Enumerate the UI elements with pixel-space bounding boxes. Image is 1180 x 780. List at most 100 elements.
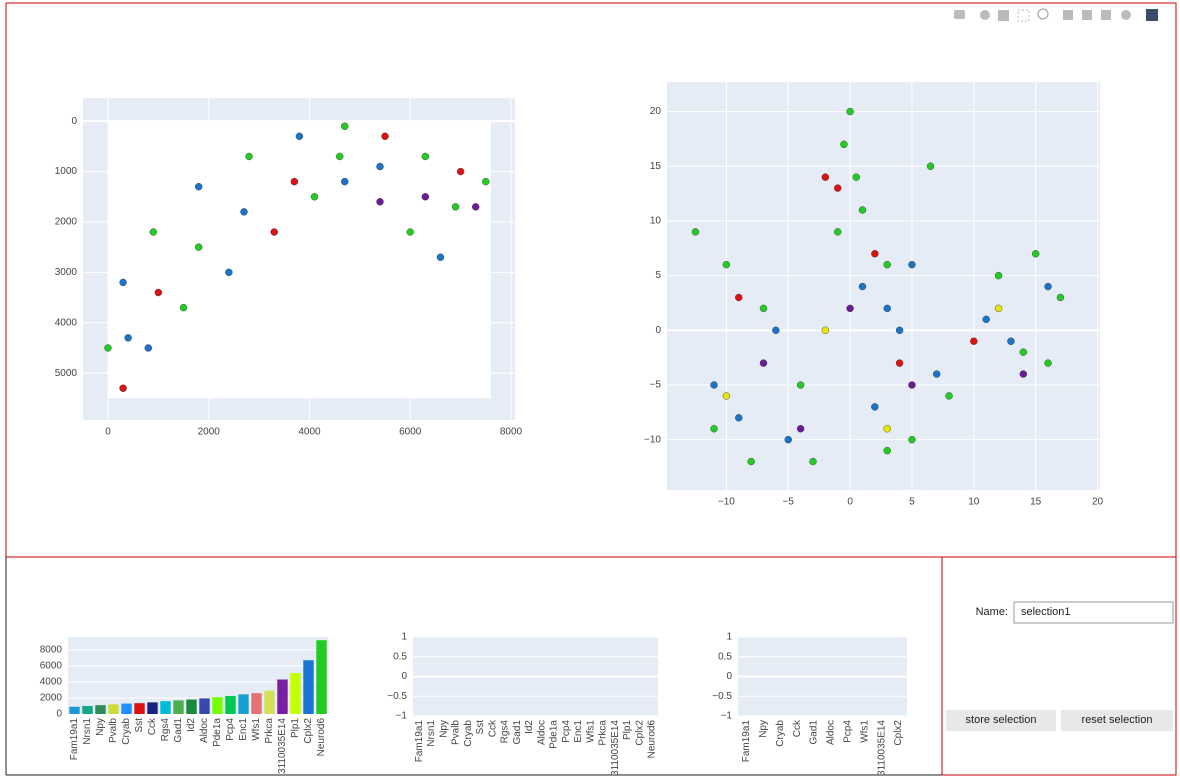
x-tick-label: Sst [134,718,145,733]
point [451,203,460,211]
x-tick-label: 2000 [198,427,221,438]
x-tick-label: Npy [438,720,449,738]
point [295,132,304,140]
point [759,304,768,313]
point [908,435,916,444]
point [834,184,842,192]
tool-icon[interactable] [1121,10,1131,20]
bar [316,640,327,714]
y-tick-label: 10 [650,216,662,227]
point [124,334,132,342]
x-tick-label: −10 [718,497,735,508]
bar [173,700,184,714]
point [710,425,718,433]
button[interactable] [946,710,1056,731]
x-tick-label: Aldoc [826,720,837,745]
y-tick-label: 6000 [40,661,63,672]
point [982,315,990,324]
point [834,228,842,236]
x-tick-label: Pde1a [212,718,223,747]
bar [290,673,301,714]
point [722,260,731,269]
point [376,162,384,171]
tool-icon[interactable] [980,10,990,20]
x-tick-label: Nrsn1 [82,718,93,745]
point [858,282,867,291]
tool-icon[interactable] [1037,8,1049,20]
point [895,326,904,335]
point [194,182,203,191]
bar [199,698,210,714]
x-tick-label: 20 [1092,497,1104,508]
point [796,425,805,433]
y-tick-label: 0 [56,709,62,720]
point [945,392,953,400]
point [376,198,384,206]
y-tick-label: 5 [655,270,661,281]
point [932,370,941,378]
bar [69,706,80,714]
y-tick-label: 4000 [55,317,78,328]
x-tick-label: Fam19a1 [69,718,80,761]
x-tick-label: 8000 [500,427,523,438]
x-tick-label: 10 [968,497,980,508]
point [883,260,891,269]
tool-icon[interactable] [1146,9,1158,21]
x-tick-label: Wfs1 [859,720,870,743]
y-tick-label: −5 [650,380,662,391]
tool-icon[interactable] [1017,9,1030,22]
tool-icon[interactable] [954,10,965,19]
name-input[interactable] [1013,601,1174,624]
x-tick-label: Plp1 [622,720,633,740]
bar [238,694,249,714]
x-tick-label: Npy [95,718,106,736]
x-tick-label: Plp1 [290,718,301,738]
point [179,303,188,312]
point [1019,348,1027,356]
point [772,326,780,335]
y-tick-label: −0.5 [712,691,732,702]
point [119,384,127,392]
tool-icon[interactable] [1101,10,1111,20]
point [852,173,860,181]
button-label[interactable]: store selection [966,714,1037,726]
point [1056,293,1065,302]
plot-inner [107,121,491,399]
point [846,107,854,116]
x-tick-label: Gad1 [809,720,820,745]
x-tick-label: Enc1 [573,720,584,743]
y-tick-label: 8000 [40,644,63,655]
x-tick-label: Cplx2 [303,718,314,744]
x-tick-label: −5 [783,497,795,508]
tool-icon[interactable] [1063,10,1073,20]
point [809,457,817,466]
y-tick-label: −1 [396,711,408,722]
button-label[interactable]: reset selection [1082,714,1153,726]
x-tick-label: Rgs4 [500,720,511,744]
x-tick-label: 0 [847,497,853,508]
point [421,152,430,161]
name-value[interactable]: selection1 [1021,606,1071,618]
button[interactable] [1061,710,1173,731]
point [1007,337,1015,345]
y-tick-label: 1000 [55,166,78,177]
point [240,208,248,216]
bar [251,693,262,714]
point [926,162,935,170]
x-tick-label: Aldoc [199,718,210,743]
point [290,177,299,186]
point [406,228,414,236]
point [970,337,978,345]
tool-icon[interactable] [998,10,1009,21]
y-tick-label: −0.5 [387,691,407,702]
bar [277,679,288,714]
point [735,293,743,302]
point [1044,359,1052,367]
tool-icon[interactable] [1082,10,1092,20]
bar [108,704,119,714]
point [722,392,731,400]
point [381,132,389,140]
point [194,243,203,251]
toolbar [954,8,1158,22]
point [710,381,718,389]
